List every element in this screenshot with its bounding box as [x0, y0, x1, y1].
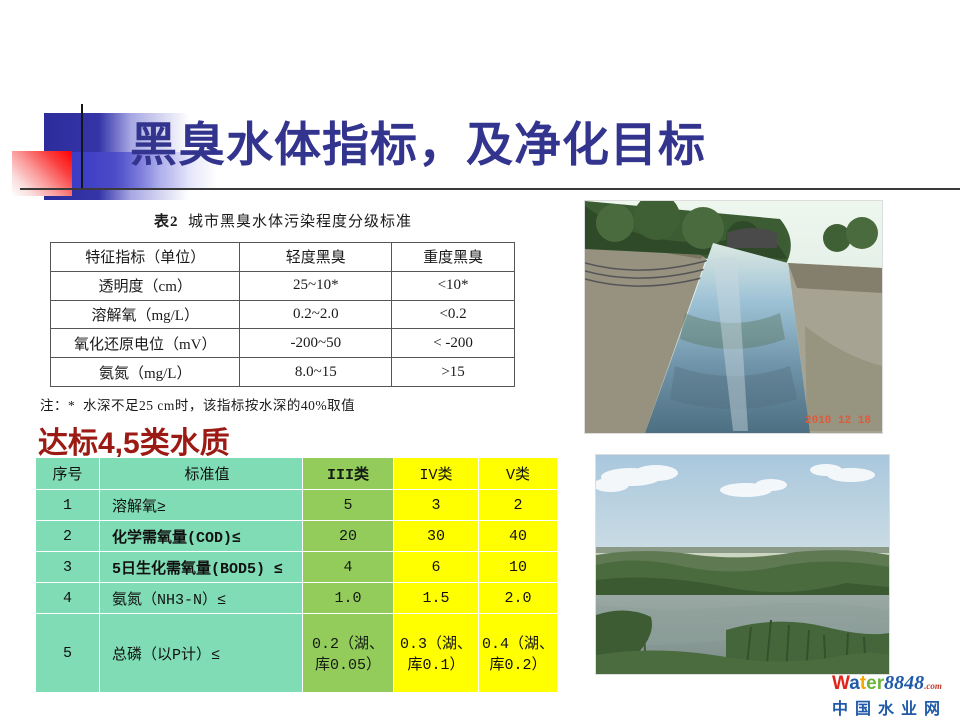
svg-text:2010 12 18: 2010 12 18 — [805, 415, 871, 427]
